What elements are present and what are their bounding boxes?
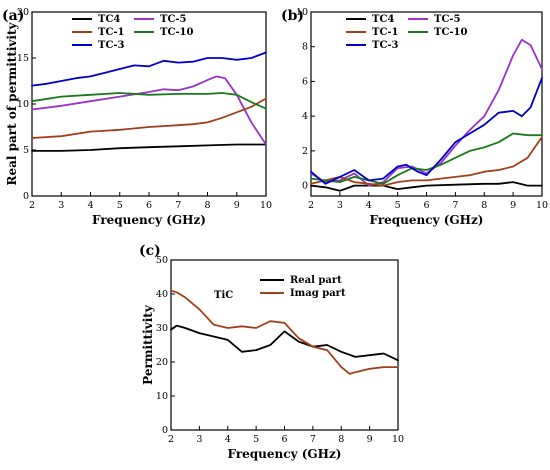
y-axis-title: Real part of permittivity: [5, 21, 19, 185]
y-tick-label: 4: [302, 111, 308, 122]
legend-label: TC-3: [98, 40, 125, 51]
legend-label: TC4: [98, 14, 120, 25]
x-tick-label: 5: [253, 434, 259, 445]
x-tick-label: 3: [58, 200, 64, 211]
y-tick-label: 0: [23, 191, 29, 202]
x-tick-label: 5: [117, 200, 123, 211]
x-tick-label: 10: [536, 200, 548, 211]
panel-label: (c): [139, 243, 161, 259]
x-tick-label: 3: [196, 434, 202, 445]
x-tick-label: 10: [392, 434, 404, 445]
x-axis-title: Frequency (GHz): [92, 213, 206, 227]
chart-panel-1: 2 3 4 5 6 7 8 9 10 0 5 10 15 20 Frequency (GHz) Real pa…: [2, 7, 272, 227]
x-tick-label: 8: [204, 200, 210, 211]
y-tick-label: 0: [162, 425, 168, 436]
y-tick-label: 8: [302, 42, 308, 53]
legend-label: TC-5: [434, 14, 461, 25]
series-line-imag-part: [170, 289, 399, 375]
legend-label: TC-3: [372, 40, 399, 51]
series-line-tc4: [310, 181, 543, 192]
y-tick-label: 10: [17, 99, 29, 110]
legend-label: TC-10: [160, 27, 194, 38]
x-tick-label: 9: [234, 200, 240, 211]
y-tick-label: 5: [23, 145, 29, 156]
x-tick-label: 7: [175, 200, 181, 211]
y-axis-title: Permittivity: [141, 304, 155, 385]
legend-label: TC-1: [98, 27, 125, 38]
x-tick-label: 9: [510, 200, 516, 211]
x-tick-label: 9: [367, 434, 373, 445]
y-tick-label: 30: [156, 323, 168, 334]
series-line-tc-10: [31, 92, 267, 110]
x-axis-title: Frequency (GHz): [370, 213, 484, 227]
x-tick-label: 4: [87, 200, 93, 211]
series-line-tc-10: [310, 132, 543, 185]
y-tick-label: 15: [17, 53, 29, 64]
y-tick-label: 0: [302, 181, 308, 192]
y-tick-label: 40: [156, 289, 168, 300]
legend-label: TC-1: [372, 27, 399, 38]
chart-panel-3: 2 3 4 5 6 7 8 9 10 0 10 20 30 40 50 Frequency (GHz) Perm…: [139, 243, 404, 461]
x-tick-label: 6: [423, 200, 429, 211]
panel-label: (a): [2, 8, 24, 24]
y-tick-label: 20: [17, 7, 29, 18]
y-tick-label: 10: [156, 391, 168, 402]
series-line-tc-5: [310, 38, 543, 187]
legend-label: TC-5: [160, 14, 187, 25]
x-tick-label: 2: [308, 200, 314, 211]
x-tick-label: 2: [29, 200, 35, 211]
series-line-tc-3: [31, 51, 267, 87]
legend-label: Real part: [290, 275, 342, 286]
legend-label: Imag part: [290, 288, 346, 299]
series-line-tc-5: [31, 75, 267, 146]
legend-title: TiC: [214, 290, 233, 301]
y-tick-label: 10: [296, 7, 308, 18]
y-tick-label: 50: [156, 255, 168, 266]
series-line-tc-3: [310, 77, 543, 185]
series-line-real-part: [170, 324, 399, 362]
x-tick-label: 7: [452, 200, 458, 211]
series-line-tc4: [31, 143, 267, 152]
x-tick-label: 4: [225, 434, 231, 445]
plot-frame: [170, 259, 399, 431]
series-line-tc-1: [310, 136, 543, 187]
legend-label: TC-10: [434, 27, 468, 38]
x-tick-label: 8: [481, 200, 487, 211]
x-tick-label: 10: [260, 200, 272, 211]
x-tick-label: 8: [338, 434, 344, 445]
x-tick-label: 3: [337, 200, 343, 211]
panel-label: (b): [281, 8, 304, 24]
x-tick-label: 6: [281, 434, 287, 445]
x-tick-label: 6: [146, 200, 152, 211]
legend-label: TC4: [372, 14, 394, 25]
x-tick-label: 5: [395, 200, 401, 211]
y-tick-label: 6: [302, 76, 308, 87]
y-tick-label: 2: [302, 146, 308, 157]
x-tick-label: 7: [310, 434, 316, 445]
x-axis-title: Frequency (GHz): [228, 447, 342, 461]
y-tick-label: 20: [156, 357, 168, 368]
x-tick-label: 4: [366, 200, 372, 211]
x-tick-label: 2: [168, 434, 174, 445]
series-line-tc-1: [31, 97, 267, 139]
